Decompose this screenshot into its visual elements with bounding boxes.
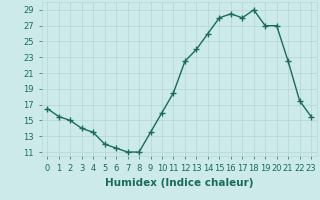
X-axis label: Humidex (Indice chaleur): Humidex (Indice chaleur) [105, 178, 253, 188]
